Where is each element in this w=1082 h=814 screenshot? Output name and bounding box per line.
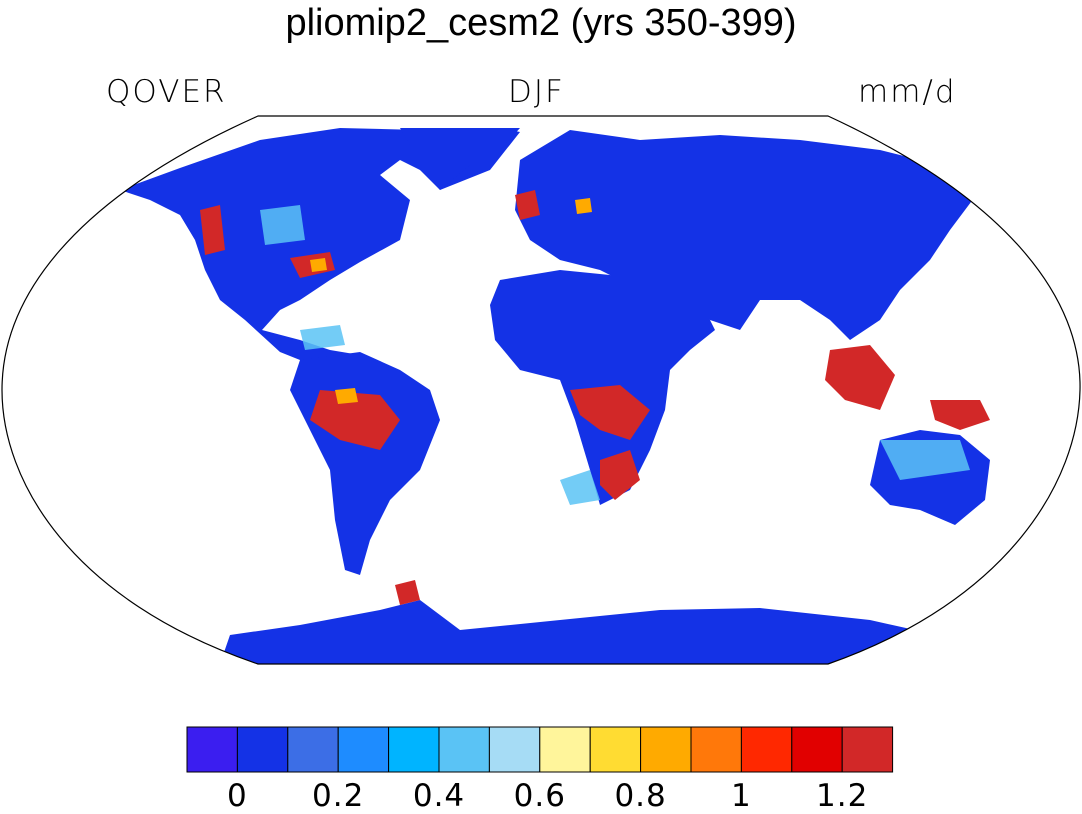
colorbar-swatch — [186, 726, 238, 773]
colorbar-swatch — [791, 726, 843, 773]
season-label: DJF — [508, 74, 565, 110]
units-label: mm/d — [858, 74, 957, 110]
colorbar-swatch — [388, 726, 440, 773]
eurasia-land — [515, 130, 980, 340]
variable-label: QOVER — [106, 74, 227, 110]
colorbar-tick-label: 0.6 — [513, 778, 566, 814]
colorbar-swatch — [690, 726, 742, 773]
colorbar-tick-label: 0 — [227, 778, 248, 814]
colorbar-tick-label: 1 — [731, 778, 752, 814]
colorbar-swatch — [539, 726, 591, 773]
colorbar-swatch — [337, 726, 390, 773]
colorbar-swatch — [841, 726, 894, 773]
colorbar-swatch — [438, 726, 490, 773]
high-runoff-patches — [200, 190, 990, 605]
greenland-land — [400, 128, 520, 190]
antarctica-land — [220, 600, 1000, 664]
colorbar — [186, 726, 894, 773]
south-america-land — [290, 352, 440, 575]
colorbar-swatch — [740, 726, 793, 773]
colorbar-swatch — [589, 726, 642, 773]
colorbar-tick-label: 0.2 — [312, 778, 365, 814]
colorbar-swatch — [640, 726, 692, 773]
medium-runoff-patches — [260, 205, 970, 505]
colorbar-swatch — [488, 726, 541, 773]
map-title: pliomip2_cesm2 (yrs 350-399) — [285, 2, 797, 44]
colorbar-tick-label: 0.4 — [412, 778, 466, 814]
colorbar-tick-label: 0.8 — [614, 778, 667, 814]
orange-runoff-patches — [310, 198, 592, 404]
colorbar-swatch — [236, 726, 289, 773]
colorbar-tick-label: 1.2 — [816, 778, 869, 814]
colorbar-swatch — [287, 726, 339, 773]
map-border — [1, 115, 1081, 665]
north-america-land — [120, 128, 520, 368]
land-layer — [120, 128, 1000, 664]
